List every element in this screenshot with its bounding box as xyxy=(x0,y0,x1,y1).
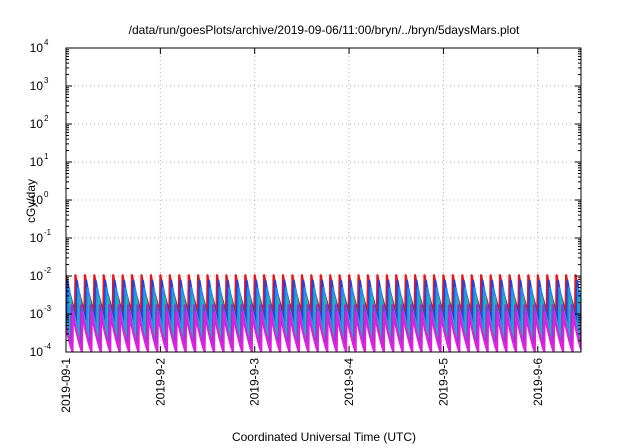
y-tick-label: 10 xyxy=(30,193,44,207)
y-axis-label: cGy/day xyxy=(24,179,38,223)
y-tick-label: 10 xyxy=(30,41,44,55)
x-tick-label: 2019-9-3 xyxy=(248,358,262,406)
y-tick-label: 10 xyxy=(30,79,44,93)
x-ticks: 2019-09-1 2019-9-2 2019-9-3 2019-9-4 2019-9-… xyxy=(59,48,545,413)
chart-title: /data/run/goesPlots/archive/2019-09-06/1… xyxy=(129,23,520,37)
y-tick-exponent: 1 xyxy=(44,152,49,161)
x-tick-label: 2019-9-5 xyxy=(436,358,450,406)
y-tick-label: 10 xyxy=(30,307,44,321)
y-tick-exponent: 0 xyxy=(44,190,49,199)
series-group xyxy=(66,274,581,352)
grid xyxy=(66,48,581,352)
x-tick-label: 2019-9-4 xyxy=(342,358,356,406)
x-axis-label: Coordinated Universal Time (UTC) xyxy=(232,430,416,444)
y-tick-exponent: 2 xyxy=(44,114,49,123)
y-tick-label: 10 xyxy=(30,345,44,359)
y-tick-exponent: -4 xyxy=(44,342,52,351)
x-tick-label: 2019-9-2 xyxy=(153,358,167,406)
x-tick-label: 2019-09-1 xyxy=(59,358,73,413)
y-tick-exponent: -2 xyxy=(44,266,52,275)
series-line-6 xyxy=(66,311,581,352)
y-tick-label: 10 xyxy=(30,231,44,245)
y-tick-label: 10 xyxy=(30,155,44,169)
y-tick-label: 10 xyxy=(30,117,44,131)
y-tick-exponent: -1 xyxy=(44,228,52,237)
y-tick-exponent: 3 xyxy=(44,76,49,85)
y-tick-exponent: 4 xyxy=(44,38,49,47)
y-tick-label: 10 xyxy=(30,269,44,283)
y-tick-exponent: -3 xyxy=(44,304,52,313)
x-tick-label: 2019-9-6 xyxy=(531,358,545,406)
